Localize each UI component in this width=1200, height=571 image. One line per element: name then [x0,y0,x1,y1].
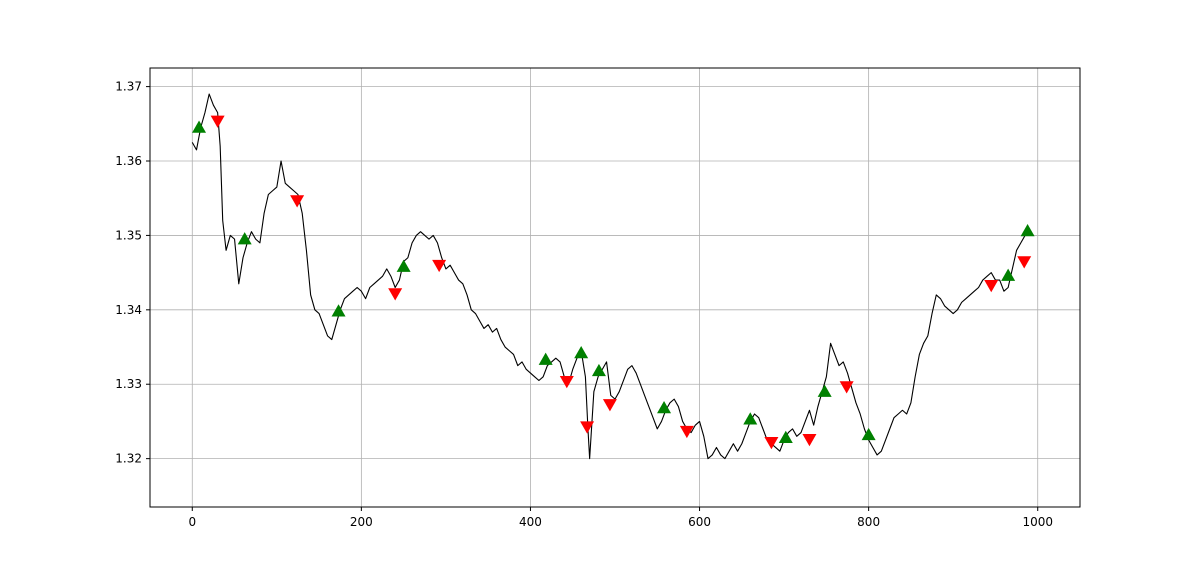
x-tick-label: 400 [519,515,542,529]
sell-signal-marker [210,115,225,128]
sell-signal-marker [432,259,447,273]
sell-signal-marker [559,376,574,389]
sell-signal-marker [839,381,854,394]
price-line [191,93,1034,460]
x-tick-label: 800 [857,515,880,529]
buy-signal-marker [743,412,758,425]
y-tick-label: 1.36 [115,154,142,168]
buy-signal-marker [192,120,207,133]
tick-marks [146,86,1039,511]
sell-signal-marker [764,437,779,450]
sell-signal-marker [984,280,999,293]
sell-signal-marker [580,421,595,434]
buy-signal-marker [1001,268,1016,281]
x-tick-label: 600 [688,515,711,529]
sell-signal-marker [290,195,305,208]
y-tick-label: 1.32 [115,452,142,466]
x-tick-label: 0 [188,515,196,529]
buy-signal-marker [574,345,589,359]
x-tick-label: 200 [350,515,373,529]
y-tick-label: 1.33 [115,377,142,391]
sell-signal-marker [602,399,617,412]
buy-signal-marker [778,430,793,444]
y-tick-label: 1.37 [115,80,142,94]
tick-labels: 0 200 400 600 800 1000 1.32 1.33 1.34 1.35 1.36 1.3… [115,80,1053,529]
grid [150,68,1080,507]
buy-signal-marker [861,427,876,441]
sell-signal-marker [388,288,403,301]
x-tick-label: 1000 [1022,515,1053,529]
buy-signal-marker [591,363,606,377]
y-tick-label: 1.35 [115,228,142,242]
buy-signal-marker [396,259,411,272]
buy-signal-marker [237,232,252,245]
buy-signal-marker [1020,223,1035,237]
buy-signal-marker [657,401,672,414]
sell-signal-marker [679,425,694,439]
sell-signal-marker [802,434,817,447]
sell-signal-marker [1017,256,1032,269]
buy-signal-marker [817,384,832,397]
buy-signal-marker [538,352,553,365]
buy-signal-marker [331,304,346,317]
price-series [191,93,1034,460]
y-tick-label: 1.34 [115,303,142,317]
axes-frame [149,67,1081,508]
signal-markers [192,115,1035,450]
